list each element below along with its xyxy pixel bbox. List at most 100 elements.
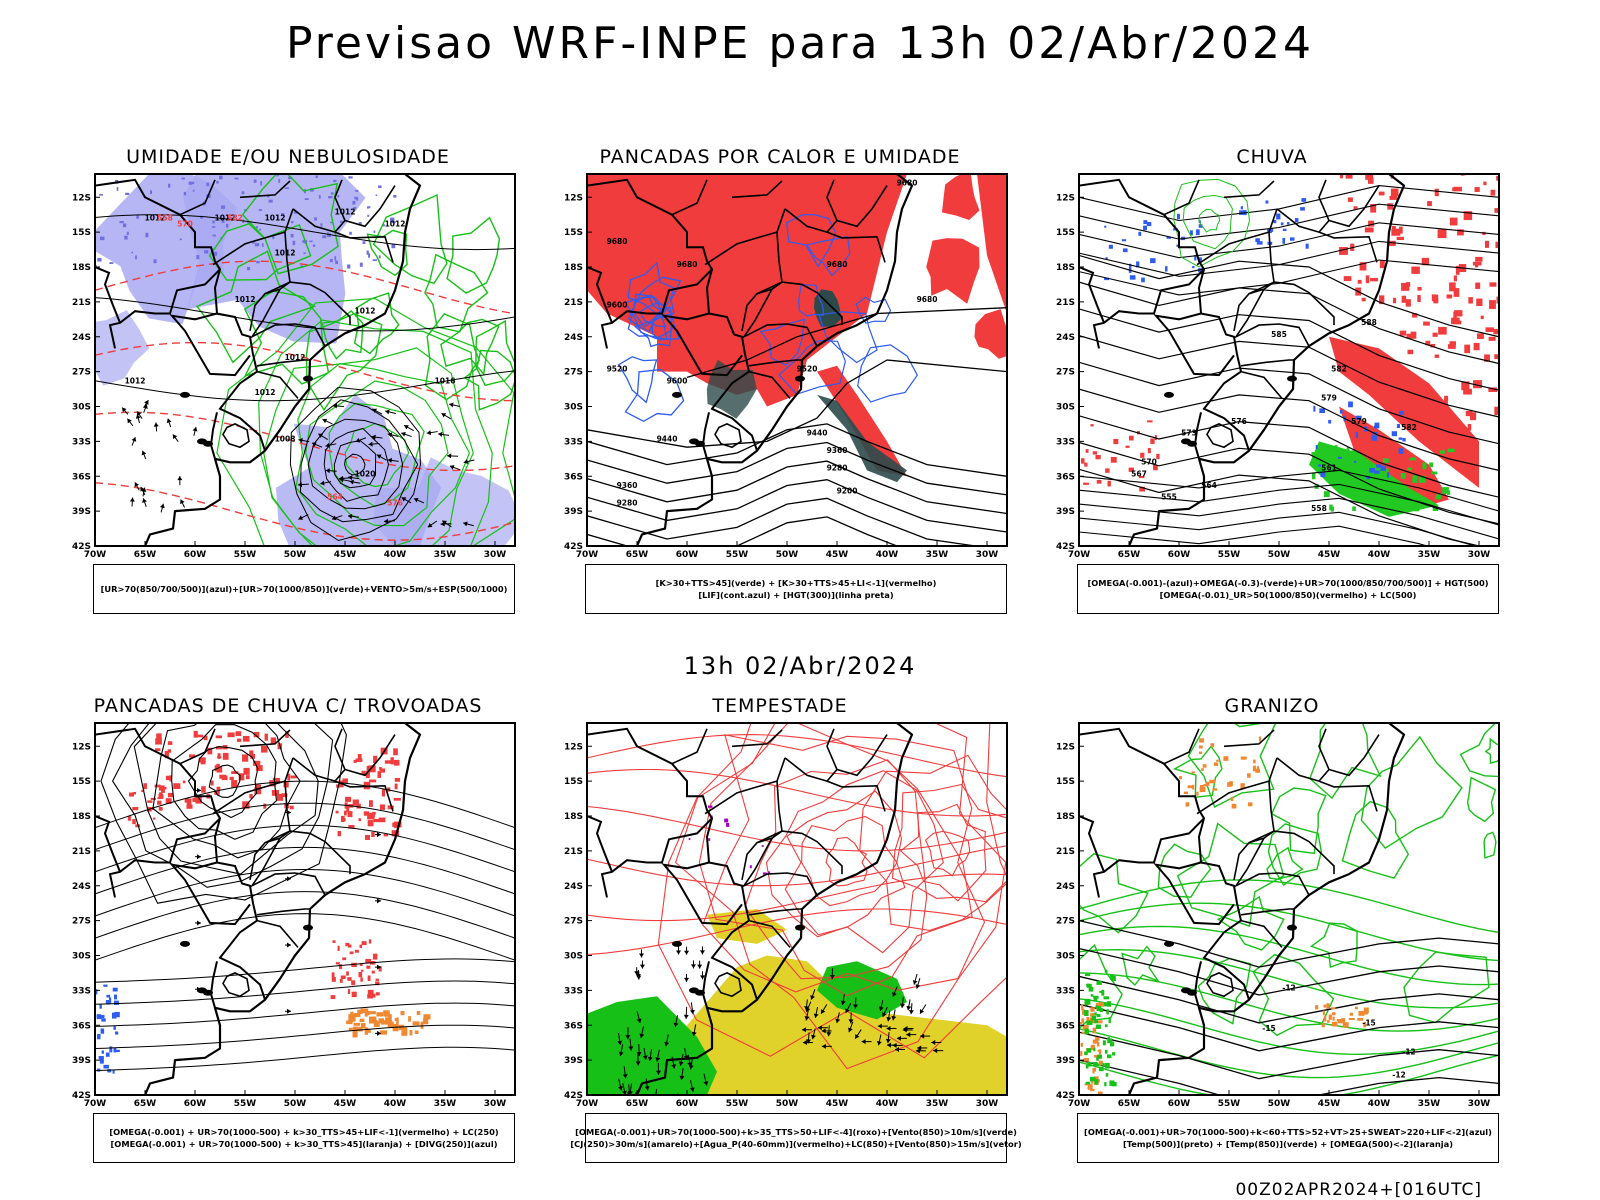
lat-tick-label: 24S [1056,333,1075,343]
lon-tick-label: 65W [134,550,157,560]
rain-speckle [1476,333,1484,339]
wind-vector [810,989,816,1000]
hgt-contour [587,479,1007,533]
arrow-head [413,497,419,503]
lat-tick-label: 18S [1056,812,1075,822]
omega-speckle [1248,802,1253,807]
arrow-head [320,480,325,486]
wind-vector [848,1012,854,1024]
weak-rain-speckle [1376,464,1382,468]
weak-rain-speckle [1289,237,1295,241]
lon-tick-label: 35W [434,550,457,560]
legend-line: [UR>70(850/700/500)](azul)+[UR>70(1000/8… [100,584,508,594]
thunder-speckle [242,735,250,742]
legend-line: [OMEGA(-0.001) + UR>70(1000-500) + k>30_… [109,1127,499,1137]
humidity-speckle [212,234,217,237]
rain-speckle [1449,282,1456,292]
humidity-speckle [355,189,359,192]
weak-rain-speckle [1313,405,1316,412]
humidity-contour [321,310,364,360]
divergence-speckle [105,1000,110,1005]
country-border [95,727,266,1001]
omega-speckle [1326,1003,1330,1009]
arrow-head [339,477,344,483]
weak-rain-speckle [1273,219,1277,224]
lif-contour [651,306,680,341]
strong-rain-speckle [1340,489,1346,493]
thunder-speckle [285,731,289,738]
temp850-speckle [1090,994,1094,997]
lat-tick-label: 21S [1056,298,1075,308]
thunder-speckle [392,822,399,827]
thunder-speckle [345,796,352,802]
orange-speckle [352,1026,359,1032]
omega-speckle [1199,738,1205,743]
state-border [704,208,786,266]
rain-speckle [1417,286,1422,291]
rain-speckle [1396,236,1404,241]
state-border [1163,179,1200,216]
omega-speckle [1348,1017,1355,1021]
strong-rain-speckle [1418,475,1426,483]
arrow-head [621,1090,627,1095]
thunder-speckle [132,819,136,825]
thunder-speckle [373,818,380,823]
humidity-speckle [260,180,263,186]
weak-rain-speckle [1136,261,1140,268]
wind-vector [908,1003,914,1015]
lat-tick-label: 18S [1056,263,1075,273]
humidity-speckle [367,206,369,209]
thunder-speckle [283,781,289,788]
temp850-contour [1459,723,1499,778]
weak-rain-speckle [1301,198,1307,202]
rain-speckle [1392,297,1397,304]
orange-speckle [408,1016,411,1022]
arrow-head [636,1018,642,1023]
lon-tick-label: 70W [576,1099,599,1109]
humidity-speckle [213,251,218,256]
lon-tick-label: 65W [1118,550,1141,560]
thunder-speckle [193,730,198,738]
omega-speckle [1255,768,1261,773]
arrow-head [813,1013,819,1018]
rain-speckle [1092,451,1098,455]
rain-speckle [1405,299,1411,307]
humidity-speckle [196,255,200,260]
thunder-speckle [272,777,280,784]
main-title: Previsao WRF-INPE para 13h 02/Abr/2024 [285,18,1314,69]
streamline [95,891,515,939]
orange-speckle [353,1022,361,1026]
thickness-line [95,341,515,402]
rain-speckle [1412,313,1418,318]
state-border [249,837,326,896]
rain-speckle [1105,468,1110,473]
contour-label: 1008 [275,434,296,443]
rain-speckle [1399,330,1407,336]
arrow-head [177,476,183,481]
humidity-speckle [211,226,216,228]
wind-vector [845,1002,852,1014]
lat-tick-label: 12S [1056,193,1075,203]
thunder-speckle [394,783,398,790]
arrow-head [931,1040,936,1046]
arrow-head [383,518,389,524]
arrow-head [642,1055,648,1060]
state-border [748,370,791,399]
country-border [661,312,743,377]
contour-label: 573 [1181,429,1197,438]
instability-area [926,238,980,304]
arrow-head [700,975,706,980]
thunder-speckle [165,798,172,804]
temp850-speckle [1110,975,1116,982]
temp850-speckle [1093,1048,1096,1052]
lon-tick-label: 60W [184,550,207,560]
thunder-speckle [378,817,386,823]
lc-contour [657,723,1007,1059]
thunder-speckle [182,780,186,784]
thunder-speckle [379,804,385,810]
wind-vector [628,1038,634,1051]
humidity-speckle [372,259,378,262]
thunder-speckle [198,757,206,763]
arrow-head [142,498,147,503]
